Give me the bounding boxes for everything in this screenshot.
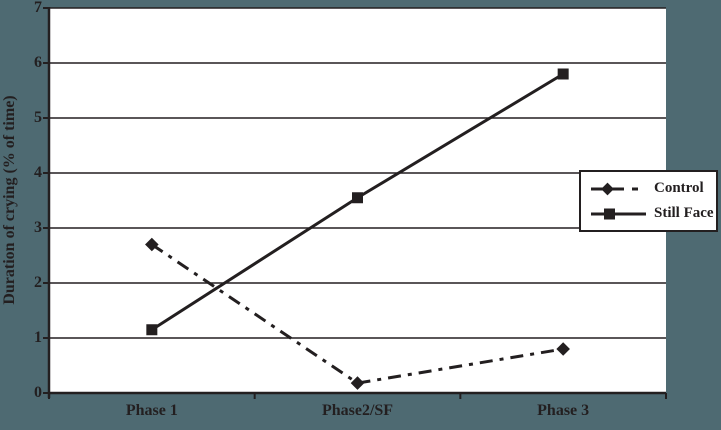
control-dashdot-diamond-icon bbox=[591, 182, 638, 195]
y-tick-label: 1 bbox=[34, 329, 42, 346]
x-tick-label: Phase 1 bbox=[125, 402, 178, 419]
still-face-solid-square-icon bbox=[591, 208, 646, 219]
legend-label-control: Control bbox=[654, 180, 704, 196]
legend-item-control: Control bbox=[590, 180, 716, 197]
y-tick-label: 4 bbox=[34, 164, 42, 181]
y-tick-label: 6 bbox=[34, 54, 42, 71]
y-tick-label: 0 bbox=[34, 384, 42, 401]
x-tick-label: Phase 3 bbox=[537, 402, 590, 419]
legend-item-still-face: Still Face bbox=[590, 205, 716, 222]
y-tick-label: 2 bbox=[34, 274, 42, 291]
y-tick-label: 3 bbox=[34, 219, 42, 236]
y-tick-label: 7 bbox=[34, 0, 42, 16]
y-tick-label: 5 bbox=[34, 109, 42, 126]
legend-label-still-face: Still Face bbox=[654, 205, 714, 221]
x-tick-label: Phase2/SF bbox=[321, 402, 394, 419]
legend: Control Still Face bbox=[579, 170, 718, 232]
